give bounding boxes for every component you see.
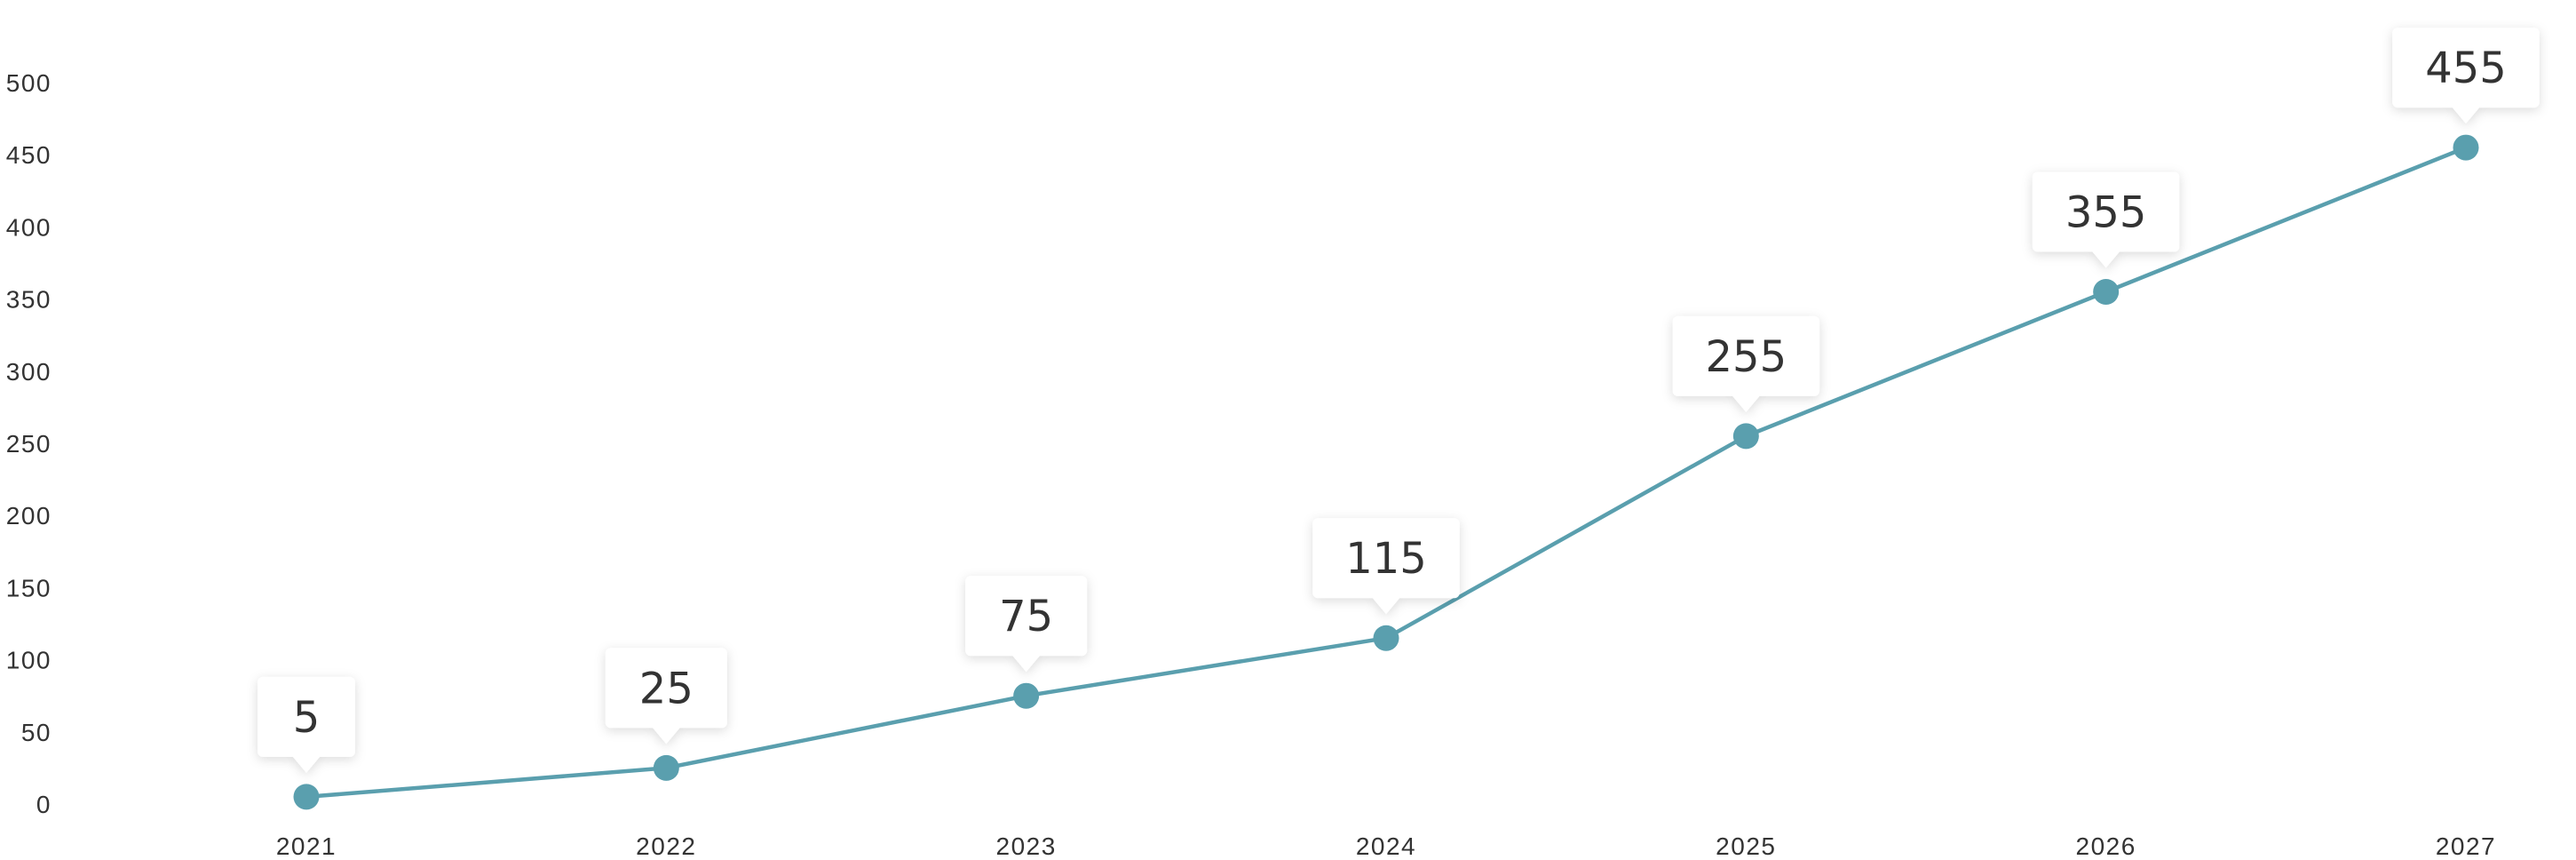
callout-pointer <box>1732 394 1761 412</box>
callout-pointer <box>2091 251 2120 268</box>
callout-box <box>2032 171 2180 252</box>
y-tick-label: 200 <box>6 502 52 530</box>
y-axis: 0 50 100 150 200 250 300 350 400 450 500 <box>6 69 52 818</box>
x-tick-label: 2025 <box>1716 832 1776 860</box>
data-label: 255 <box>1706 332 1787 382</box>
x-axis: 2021 2022 2023 2024 2025 2026 2027 <box>276 832 2496 860</box>
callout-pointer <box>1011 655 1041 673</box>
callout-box <box>1672 315 1820 396</box>
callout-pointer <box>1372 597 1400 615</box>
callout-box <box>258 676 355 757</box>
y-tick-label: 350 <box>6 286 52 314</box>
data-point <box>1732 423 1759 450</box>
data-point <box>293 784 320 810</box>
data-point <box>1013 682 1040 709</box>
callout-pointer <box>652 727 681 745</box>
data-point <box>2453 134 2479 161</box>
callout-box <box>2392 28 2540 108</box>
y-tick-label: 0 <box>36 791 52 818</box>
data-label-callout <box>258 676 355 773</box>
data-label-callout <box>2032 171 2180 268</box>
data-label: 455 <box>2425 44 2507 93</box>
y-tick-label: 300 <box>6 358 52 386</box>
callout-box <box>965 576 1088 657</box>
callout-box <box>1312 518 1460 599</box>
callout-pointer <box>2452 107 2480 124</box>
x-tick-label: 2021 <box>276 832 337 860</box>
data-label: 75 <box>999 592 1053 641</box>
data-label-callout <box>1312 518 1460 615</box>
x-tick-label: 2026 <box>2076 832 2136 860</box>
data-label: 355 <box>2065 187 2147 237</box>
x-tick-label: 2024 <box>1356 832 1416 860</box>
callout-box <box>605 648 727 729</box>
data-label-callout <box>1672 315 1820 412</box>
data-point <box>2093 278 2120 305</box>
y-tick-label: 450 <box>6 141 52 169</box>
x-tick-label: 2023 <box>996 832 1057 860</box>
x-tick-label: 2022 <box>636 832 696 860</box>
y-tick-label: 50 <box>21 719 52 746</box>
callout-pointer <box>292 755 321 773</box>
y-tick-label: 250 <box>6 430 52 458</box>
y-tick-label: 500 <box>6 69 52 97</box>
data-label-callout <box>965 576 1088 673</box>
y-tick-label: 150 <box>6 574 52 601</box>
data-point <box>653 754 679 781</box>
data-label: 5 <box>293 693 321 743</box>
data-label: 115 <box>1345 534 1427 584</box>
x-tick-label: 2027 <box>2436 832 2496 860</box>
data-label-group: 5 25 75 115 255 355 455 <box>258 28 2540 773</box>
data-label-callout <box>605 648 727 745</box>
series-group <box>293 134 2479 810</box>
data-point <box>1373 625 1399 651</box>
y-tick-label: 100 <box>6 647 52 674</box>
data-label: 25 <box>639 664 694 713</box>
data-label-callout <box>2392 28 2540 124</box>
y-tick-label: 400 <box>6 213 52 241</box>
